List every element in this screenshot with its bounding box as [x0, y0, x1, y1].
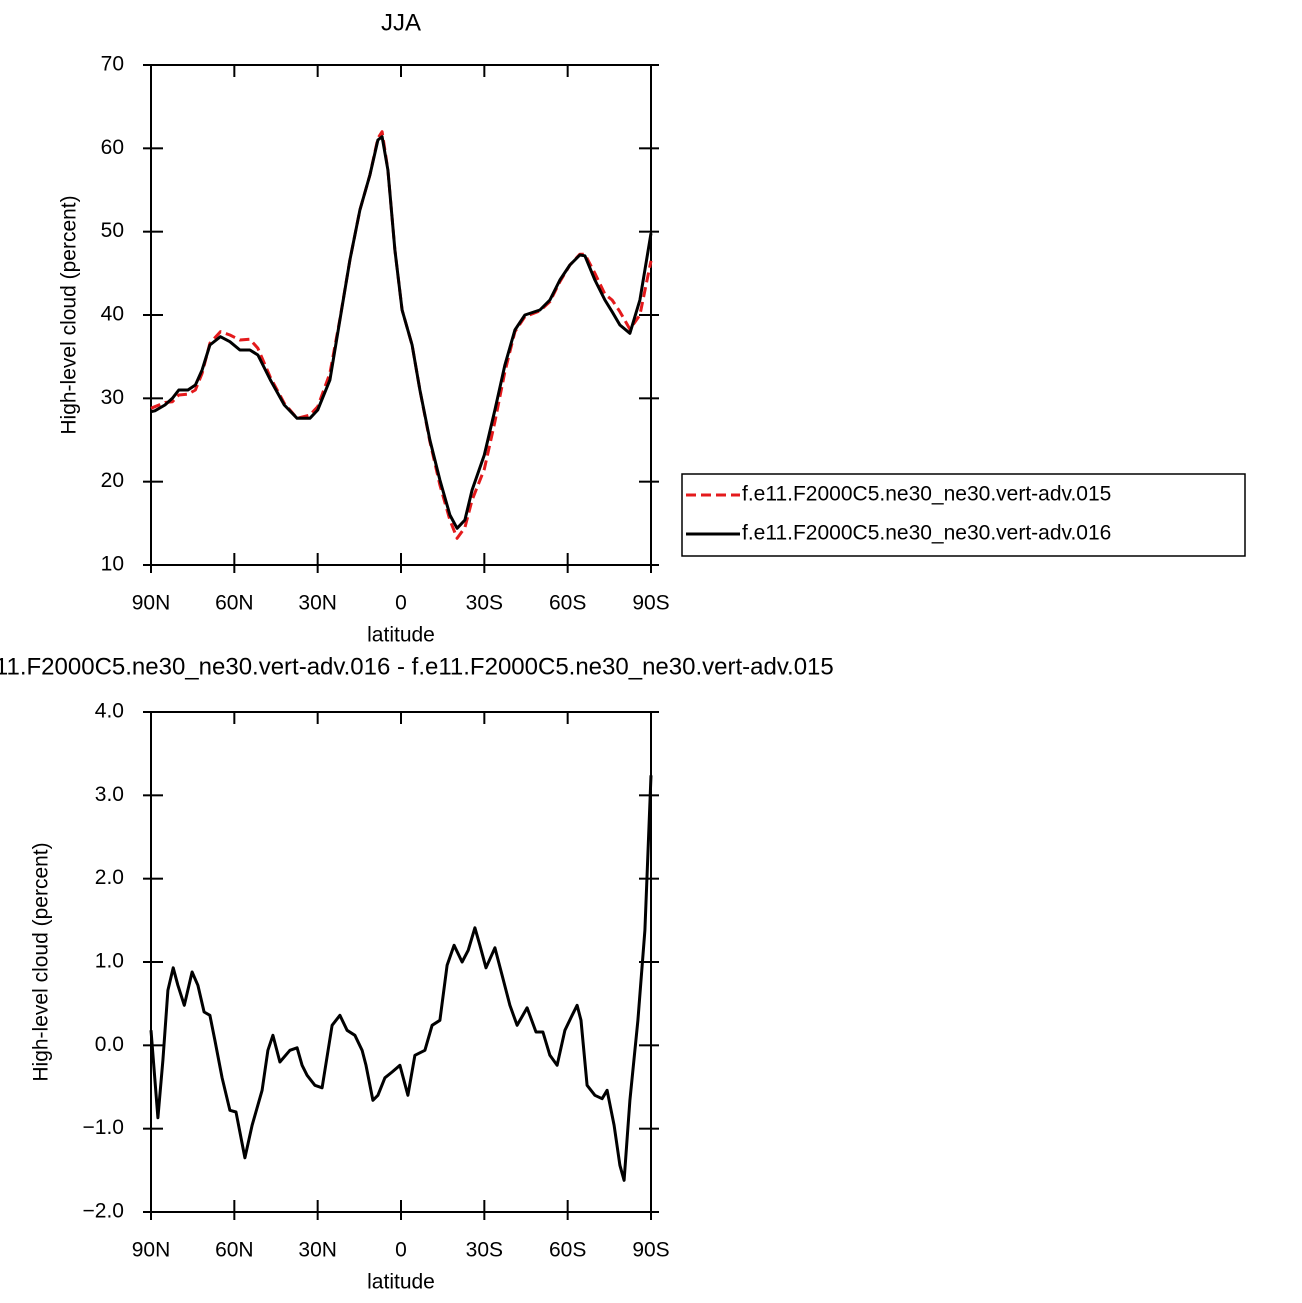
- plot-frame: [150, 64, 652, 566]
- plot-frame: [150, 711, 652, 1213]
- y-tick-label: 60: [101, 136, 124, 159]
- x-tick-label: 30S: [466, 592, 503, 615]
- x-tick-label: 30S: [466, 1239, 503, 1262]
- y-tick-label: 40: [101, 303, 124, 326]
- y-tick-label: −2.0: [83, 1200, 124, 1223]
- y-axis-label: High-level cloud (percent): [30, 842, 53, 1081]
- y-tick-label: 50: [101, 219, 124, 242]
- legend-label: f.e11.F2000C5.ne30_ne30.vert-adv.016: [742, 522, 1111, 545]
- y-tick-label: 30: [101, 386, 124, 409]
- x-tick-label: 60N: [215, 592, 254, 615]
- y-tick-label: 2.0: [95, 866, 124, 889]
- y-axis-label: High-level cloud (percent): [58, 195, 81, 434]
- x-tick-label: 90S: [632, 592, 669, 615]
- data-line: [149, 775, 653, 1182]
- x-tick-label: 60S: [549, 1239, 586, 1262]
- x-axis-label: latitude: [367, 1271, 435, 1294]
- y-tick-label: 10: [101, 553, 124, 576]
- y-tick-label: 4.0: [95, 700, 124, 723]
- y-tick-label: −1.0: [83, 1116, 124, 1139]
- x-tick-label: 0: [395, 1239, 407, 1262]
- x-tick-label: 60N: [215, 1239, 254, 1262]
- x-tick-label: 0: [395, 592, 407, 615]
- data-line: [150, 135, 653, 530]
- y-tick-label: 0.0: [95, 1033, 124, 1056]
- x-tick-label: 90N: [132, 592, 171, 615]
- x-tick-label: 30N: [298, 592, 337, 615]
- y-tick-label: 3.0: [95, 783, 124, 806]
- chart-title: JJA: [381, 9, 421, 36]
- x-tick-label: 90N: [132, 1239, 171, 1262]
- x-tick-label: 90S: [632, 1239, 669, 1262]
- y-tick-label: 1.0: [95, 950, 124, 973]
- legend-box: [681, 473, 1246, 557]
- x-tick-label: 60S: [549, 592, 586, 615]
- chart-title: f.e11.F2000C5.ne30_ne30.vert-adv.016 - f…: [0, 653, 834, 680]
- legend-label: f.e11.F2000C5.ne30_ne30.vert-adv.015: [742, 483, 1111, 506]
- data-line: [150, 130, 653, 540]
- x-axis-label: latitude: [367, 624, 435, 647]
- x-tick-label: 30N: [298, 1239, 337, 1262]
- y-tick-label: 20: [101, 469, 124, 492]
- y-tick-label: 70: [101, 53, 124, 76]
